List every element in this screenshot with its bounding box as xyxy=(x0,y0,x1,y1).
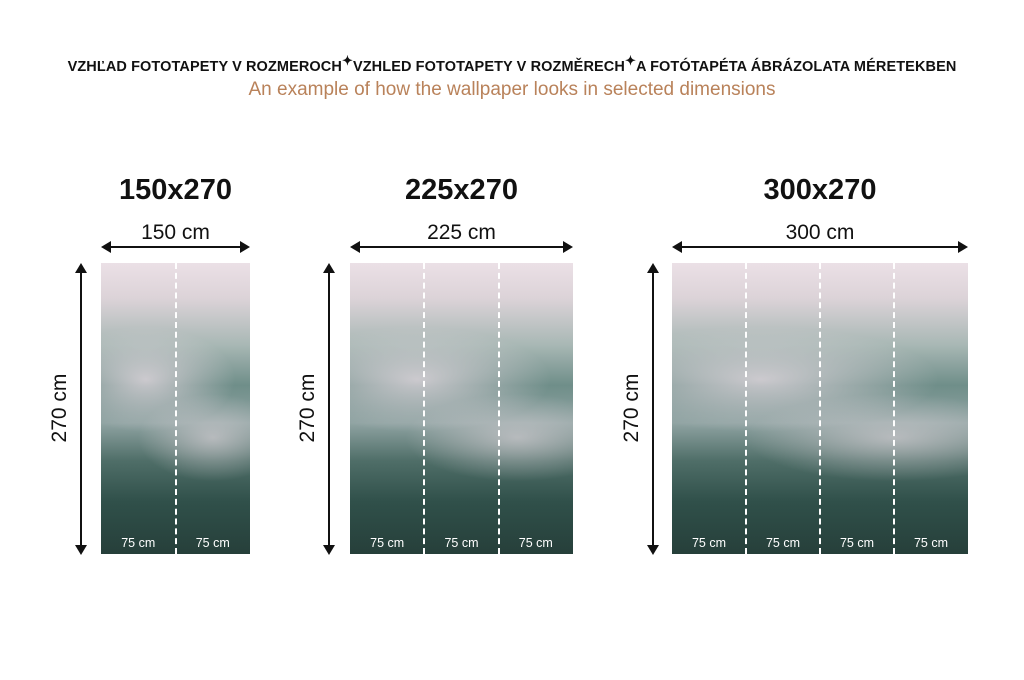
wallpaper-preview-image: 75 cm 75 cm xyxy=(101,263,250,554)
height-label: 270 cm xyxy=(48,373,71,443)
width-label: 300 cm xyxy=(785,221,855,244)
width-label: 150 cm xyxy=(141,221,210,244)
width-arrow xyxy=(105,246,246,248)
panel-seam xyxy=(423,263,426,554)
height-label: 270 cm xyxy=(296,373,319,443)
subtitle: An example of how the wallpaper looks in… xyxy=(248,79,776,100)
variant-title: 300x270 xyxy=(763,174,877,206)
heading-cz: VZHLED FOTOTAPETY V ROZMĚRECH xyxy=(352,59,625,75)
arrowhead-right-icon xyxy=(240,241,250,253)
panel-width-label: 75 cm xyxy=(765,536,801,550)
panel-width-label: 75 cm xyxy=(518,536,553,550)
variant-title: 225x270 xyxy=(405,174,518,206)
panel-width-label: 75 cm xyxy=(913,536,949,550)
arrowhead-left-icon xyxy=(350,241,360,253)
panel-width-label: 75 cm xyxy=(839,536,875,550)
heading-hu: A FOTÓTAPÉTA ÁBRÁZOLATA MÉRETEKBEN xyxy=(635,59,957,75)
width-label: 225 cm xyxy=(427,221,496,244)
sparkle-icon: ✦ xyxy=(341,53,353,68)
arrowhead-up-icon xyxy=(75,263,87,273)
arrowhead-right-icon xyxy=(958,241,968,253)
height-label: 270 cm xyxy=(620,373,643,443)
wallpaper-preview-image: 75 cm 75 cm 75 cm xyxy=(350,263,573,554)
panel-width-label: 75 cm xyxy=(370,536,405,550)
panel-seam xyxy=(819,263,821,554)
arrowhead-up-icon xyxy=(323,263,335,273)
height-arrow xyxy=(652,268,654,550)
panel-seam xyxy=(893,263,895,554)
arrowhead-down-icon xyxy=(75,545,87,555)
arrowhead-left-icon xyxy=(101,241,111,253)
wallpaper-preview-image: 75 cm 75 cm 75 cm 75 cm xyxy=(672,263,968,554)
heading-sk: VZHĽAD FOTOTAPETY V ROZMEROCH xyxy=(67,59,342,75)
arrowhead-down-icon xyxy=(323,545,335,555)
variant-title: 150x270 xyxy=(119,174,232,206)
arrowhead-left-icon xyxy=(672,241,682,253)
panel-width-label: 75 cm xyxy=(121,536,156,550)
multilingual-heading: VZHĽAD FOTOTAPETY V ROZMEROCH✦VZHLED FOT… xyxy=(0,53,1024,75)
panel-seam xyxy=(174,263,177,554)
height-arrow xyxy=(80,268,82,550)
panel-width-label: 75 cm xyxy=(195,536,230,550)
width-arrow xyxy=(676,246,964,248)
panel-width-label: 75 cm xyxy=(691,536,727,550)
panel-seam xyxy=(745,263,747,554)
sparkle-icon: ✦ xyxy=(624,53,636,68)
arrowhead-up-icon xyxy=(647,263,659,273)
panel-seam xyxy=(497,263,500,554)
arrowhead-right-icon xyxy=(563,241,573,253)
height-arrow xyxy=(328,268,330,550)
width-arrow xyxy=(354,246,569,248)
arrowhead-down-icon xyxy=(647,545,659,555)
panel-width-label: 75 cm xyxy=(444,536,479,550)
